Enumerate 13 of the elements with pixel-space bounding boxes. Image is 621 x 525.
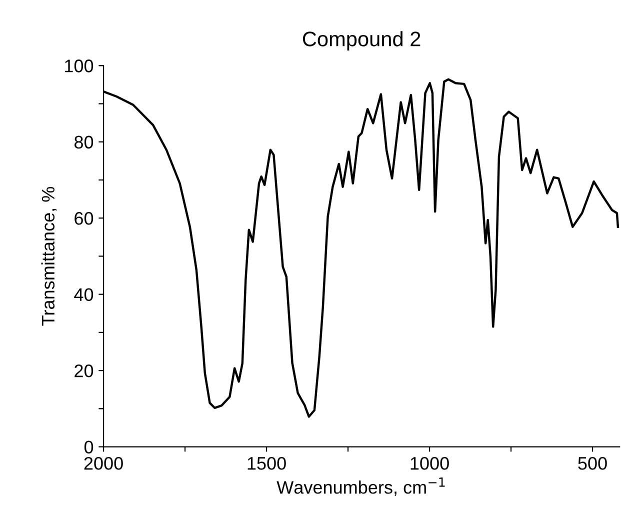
x-tick-label: 2000	[84, 456, 123, 470]
x-axis-title: Wavenumbers, cm$^{−1}$	[276, 477, 445, 496]
y-tick-label: 100	[65, 60, 94, 72]
y-tick-label: 80	[74, 136, 94, 149]
x-tick-label: 1000	[410, 456, 449, 470]
y-tick-label: 40	[74, 288, 94, 302]
y-tick-label: 60	[74, 212, 94, 225]
x-tick-label: 500	[578, 456, 607, 470]
x-tick-label: 1500	[248, 456, 286, 470]
y-tick-label: 0	[84, 440, 94, 454]
y-tick-label: 20	[74, 364, 94, 378]
y-axis-title: Transmittance, %	[41, 186, 57, 326]
chart-title: Compound 2	[302, 31, 420, 51]
